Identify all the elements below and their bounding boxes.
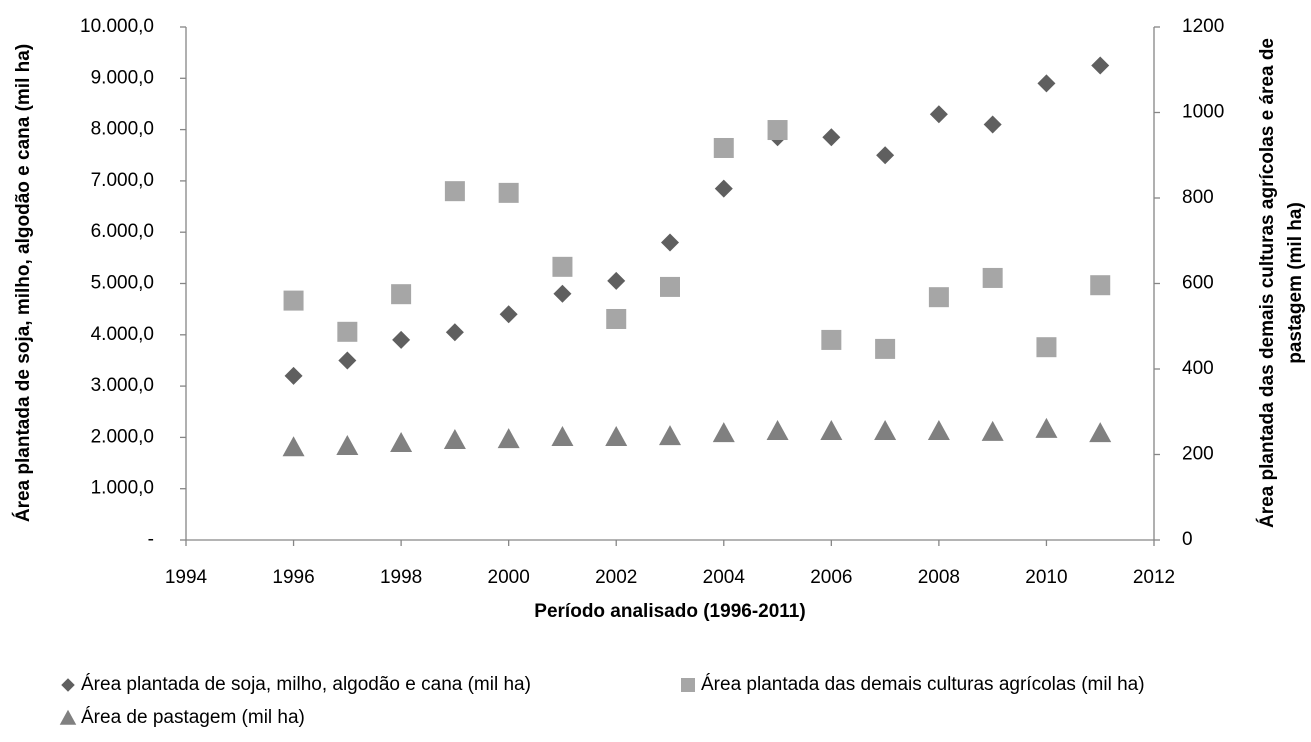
point: [553, 284, 572, 303]
point: [767, 120, 788, 141]
point: [392, 330, 411, 349]
y-tick-label: 3.000,0: [91, 375, 154, 396]
point: [607, 271, 626, 290]
legend-marker: [681, 678, 695, 692]
point: [929, 105, 948, 124]
point: [821, 329, 842, 350]
point: [1035, 417, 1058, 438]
point: [445, 323, 464, 342]
point: [444, 181, 465, 202]
x-tick-label: 2006: [810, 567, 852, 588]
y2-axis-label: pastagem (mil ha): [1285, 202, 1306, 364]
y2-tick-label: 0: [1182, 529, 1193, 550]
point: [822, 128, 841, 147]
x-tick-label: 2000: [488, 567, 530, 588]
point: [659, 425, 681, 446]
x-tick-label: 1994: [165, 567, 208, 588]
point: [390, 431, 413, 452]
point: [712, 422, 735, 443]
y2-tick-label: 800: [1182, 187, 1214, 208]
point: [391, 284, 412, 305]
legend-label: Área de pastagem (mil ha): [81, 707, 305, 728]
point: [927, 419, 950, 440]
y-tick-label: 9.000,0: [91, 67, 154, 88]
legend-label: Área plantada das demais culturas agríco…: [701, 674, 1145, 695]
point: [661, 233, 679, 252]
point: [551, 425, 574, 446]
point: [283, 290, 304, 311]
point: [983, 115, 1002, 134]
y-tick-label: 7.000,0: [91, 170, 154, 191]
point: [981, 420, 1004, 441]
point: [1089, 422, 1112, 443]
x-tick-label: 1996: [272, 567, 314, 588]
point: [443, 428, 466, 449]
y-tick-label: 2.000,0: [91, 426, 154, 447]
point: [714, 179, 733, 198]
point: [499, 305, 518, 324]
y-tick-label: 5.000,0: [91, 273, 154, 294]
point: [660, 276, 680, 297]
x-tick-label: 1998: [380, 567, 422, 588]
point: [498, 182, 519, 203]
y-tick-label: -: [148, 529, 154, 550]
x-tick-label: 2004: [703, 567, 746, 588]
x-tick-label: 2002: [595, 567, 637, 588]
point: [874, 419, 897, 440]
x-tick-label: 2008: [918, 567, 960, 588]
point: [1090, 275, 1111, 296]
legend-label: Área plantada de soja, milho, algodão e …: [81, 674, 531, 695]
point: [282, 436, 305, 457]
point: [713, 137, 734, 158]
y-tick-label: 4.000,0: [91, 324, 154, 345]
point: [1091, 56, 1110, 75]
point: [820, 419, 843, 440]
point: [337, 321, 358, 342]
point: [875, 338, 896, 359]
legend-marker: [61, 678, 75, 692]
x-tick-label: 2010: [1025, 567, 1067, 588]
point: [1037, 74, 1056, 93]
point: [766, 419, 789, 440]
legend-marker: [59, 709, 77, 725]
y-tick-label: 10.000,0: [80, 16, 154, 37]
point: [928, 287, 949, 308]
y2-tick-label: 1000: [1182, 102, 1224, 123]
point: [552, 256, 573, 277]
y2-tick-label: 200: [1182, 444, 1214, 465]
point: [606, 308, 627, 329]
point: [336, 434, 359, 455]
x-tick-label: 2012: [1133, 567, 1175, 588]
y-axis-label: Área plantada de soja, milho, algodão e …: [12, 44, 34, 522]
y-tick-label: 6.000,0: [91, 221, 154, 242]
point: [876, 146, 895, 165]
point: [605, 425, 628, 446]
y-tick-label: 1.000,0: [91, 478, 154, 499]
y2-tick-label: 400: [1182, 358, 1214, 379]
y-tick-label: 8.000,0: [91, 119, 154, 140]
y2-axis-label: Área plantada das demais culturas agríco…: [1256, 38, 1278, 528]
y2-tick-label: 1200: [1182, 16, 1224, 37]
point: [338, 351, 357, 370]
point: [982, 267, 1003, 288]
x-axis-label: Período analisado (1996-2011): [534, 601, 805, 622]
point: [1036, 337, 1057, 358]
point: [284, 366, 303, 385]
y2-tick-label: 600: [1182, 273, 1214, 294]
point: [497, 428, 520, 449]
